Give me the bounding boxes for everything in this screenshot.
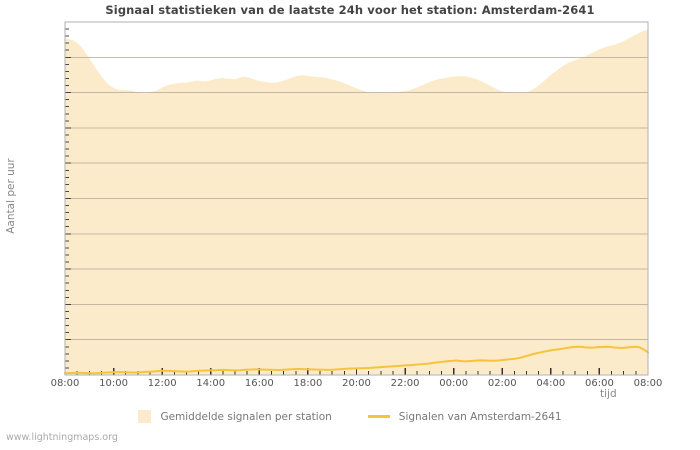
- chart-title: Signaal statistieken van de laatste 24h …: [105, 3, 595, 17]
- x-tick-label: 00:00: [439, 378, 469, 389]
- x-tick-label: 06:00: [584, 378, 614, 389]
- legend-item-station: Signalen van Amsterdam-2641: [367, 410, 562, 423]
- chart-legend: Gemiddelde signalen per station Signalen…: [0, 410, 700, 423]
- x-tick-label: 02:00: [487, 378, 517, 389]
- x-tick-label: 08:00: [50, 378, 80, 389]
- x-tick-label: 22:00: [390, 378, 420, 389]
- x-tick-label: 10:00: [99, 378, 128, 389]
- x-axis-label: tijd: [600, 388, 617, 400]
- legend-swatch-area: [138, 410, 152, 423]
- legend-label-station: Signalen van Amsterdam-2641: [398, 410, 562, 423]
- legend-label-average: Gemiddelde signalen per station: [160, 410, 332, 423]
- x-tick-label: 08:00: [633, 378, 663, 389]
- legend-item-average: Gemiddelde signalen per station: [138, 410, 332, 423]
- x-tick-label: 16:00: [244, 378, 274, 389]
- legend-swatch-line: [367, 415, 390, 418]
- x-tick-label: 14:00: [196, 378, 226, 389]
- x-tick-label: 20:00: [342, 378, 371, 389]
- x-tick-label: 12:00: [147, 378, 177, 389]
- watermark: www.lightningmaps.org: [6, 432, 118, 443]
- x-tick-label: 18:00: [293, 378, 323, 389]
- x-tick-label: 04:00: [536, 378, 566, 389]
